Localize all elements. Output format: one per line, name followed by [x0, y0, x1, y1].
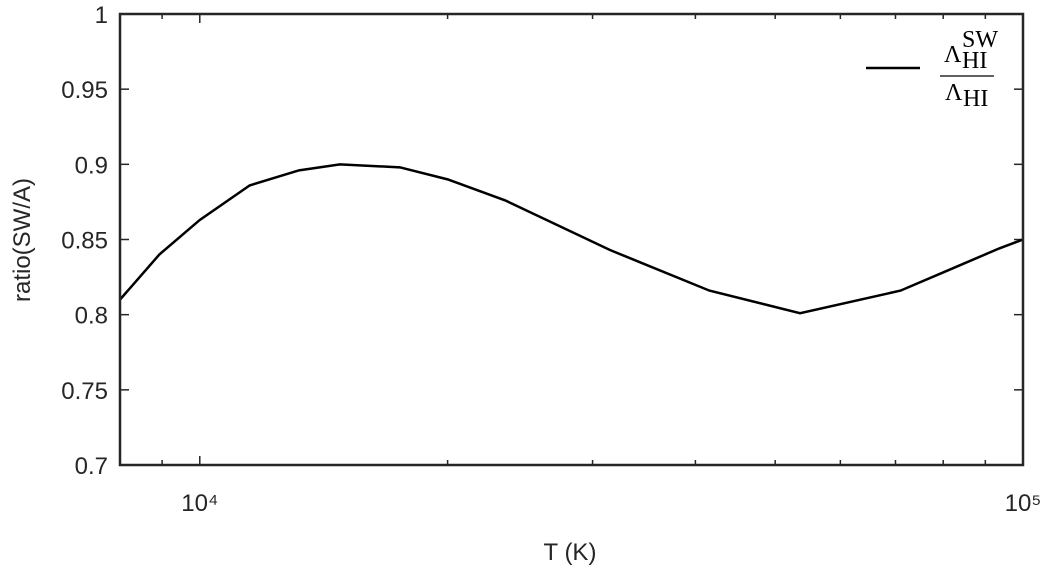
legend-denominator: Λ — [945, 80, 963, 106]
y-tick-label: 0.7 — [75, 453, 108, 480]
x-tick-label: 10⁴ — [181, 490, 218, 517]
legend-numerator-sub: HI — [962, 48, 987, 74]
y-tick-label: 1 — [95, 2, 108, 29]
x-axis-label: T (K) — [544, 539, 597, 566]
legend-numerator: Λ — [944, 42, 962, 68]
y-tick-label: 0.95 — [61, 77, 108, 104]
y-tick-label: 0.8 — [75, 303, 108, 330]
x-tick-label: 10⁵ — [1005, 490, 1042, 517]
y-tick-label: 0.9 — [75, 152, 108, 179]
y-tick-label: 0.85 — [61, 228, 108, 255]
legend-denominator-sub: HI — [963, 86, 988, 112]
line — [119, 163, 1024, 315]
y-tick-label: 0.75 — [61, 378, 108, 405]
plot-frame — [118, 12, 1025, 467]
y-axis-label: ratio(SW/A) — [9, 178, 36, 302]
legend-numerator-sup: SW — [962, 27, 998, 53]
